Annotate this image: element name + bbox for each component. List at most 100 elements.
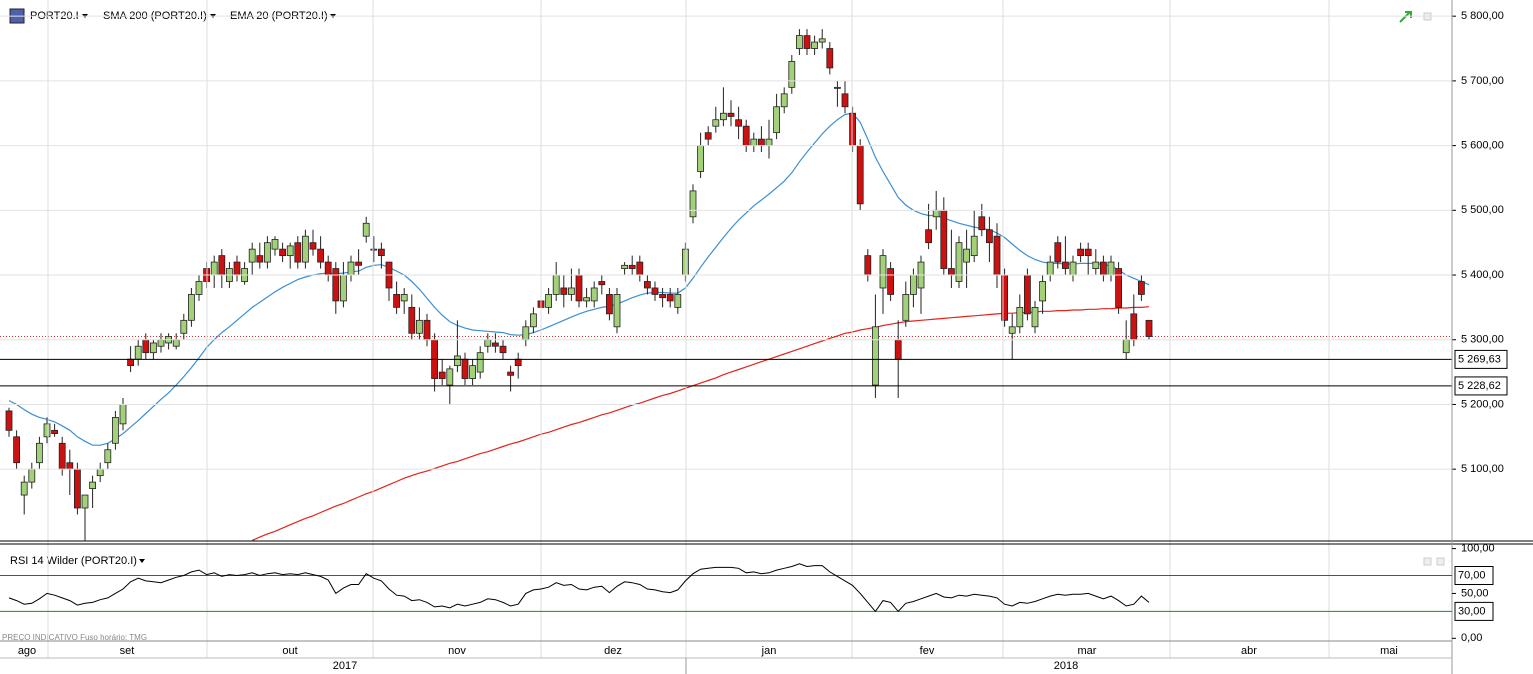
panel-button[interactable] xyxy=(1436,557,1445,566)
candle-body xyxy=(720,112,727,121)
candle-body xyxy=(856,145,864,205)
candle-body xyxy=(849,112,856,147)
candle-body xyxy=(195,281,203,295)
candle-body xyxy=(1122,339,1130,354)
month-label: jan xyxy=(761,645,777,657)
candle-body xyxy=(324,261,332,276)
candle-body xyxy=(545,294,552,308)
candle-body xyxy=(742,125,750,147)
candle-body xyxy=(986,229,993,244)
year-label: 2018 xyxy=(1054,660,1078,672)
candle-body xyxy=(796,35,803,49)
candle-body xyxy=(932,209,940,218)
month-label: mar xyxy=(1078,645,1097,657)
level-label: 5 269,63 xyxy=(1458,353,1501,365)
candle-body xyxy=(1107,261,1115,276)
y-tick-label: 5 300,00 xyxy=(1461,334,1504,346)
candle-body xyxy=(476,352,484,373)
candle-body xyxy=(355,261,363,266)
candle-body xyxy=(765,138,773,147)
candle-body xyxy=(377,248,385,257)
candle-body xyxy=(993,235,1001,276)
candle-body xyxy=(332,268,340,302)
y-tick-label: 50,00 xyxy=(1461,587,1489,599)
candle-body xyxy=(697,145,704,172)
candle-body xyxy=(1115,268,1122,308)
candle-body xyxy=(552,274,560,295)
candle-body xyxy=(568,287,575,295)
candle-body xyxy=(1024,274,1031,315)
candle-body xyxy=(438,371,446,379)
month-label: mai xyxy=(1380,645,1398,657)
candle-body xyxy=(1008,326,1016,334)
candle-body xyxy=(689,190,697,218)
candle-body xyxy=(955,242,963,282)
candle-body xyxy=(894,339,902,360)
candle-body xyxy=(704,132,712,140)
candle-body xyxy=(294,242,302,263)
y-tick-label: 5 700,00 xyxy=(1461,75,1504,87)
dropdown-arrow[interactable] xyxy=(139,559,145,563)
level-box xyxy=(1454,349,1508,369)
candle-body xyxy=(28,468,36,483)
candle-body xyxy=(469,365,477,379)
level-label: 5 228,62 xyxy=(1458,380,1501,392)
candle-body xyxy=(446,368,454,386)
candle-body xyxy=(279,248,287,257)
y-tick-label: 5 500,00 xyxy=(1461,204,1504,216)
y-tick-label: 100,00 xyxy=(1461,542,1495,554)
candle-body xyxy=(81,494,89,509)
candle-body xyxy=(872,326,879,386)
candle-body xyxy=(286,245,294,257)
y-tick-label: 5 200,00 xyxy=(1461,398,1504,410)
candle-body xyxy=(925,229,932,244)
candle-body xyxy=(522,326,530,341)
candle-body xyxy=(423,319,431,341)
candle-body xyxy=(36,442,43,464)
candle-body xyxy=(750,138,758,147)
candle-body xyxy=(89,481,96,489)
candle-body xyxy=(1130,313,1138,341)
candle-body xyxy=(826,48,834,69)
y-tick-label: 5 100,00 xyxy=(1461,463,1504,475)
candle-body xyxy=(271,239,279,250)
candle-body xyxy=(628,264,636,269)
candle-body xyxy=(948,268,955,276)
footnote: PREÇO INDICATIVO Fuso horário: TMG xyxy=(2,633,147,642)
candle-body xyxy=(142,339,150,354)
candle-body xyxy=(621,264,628,269)
month-label: set xyxy=(120,645,135,657)
candle-body xyxy=(484,339,492,347)
candle-body xyxy=(20,481,28,496)
candle-body xyxy=(43,423,51,438)
candle-body xyxy=(119,404,127,425)
candle-body xyxy=(780,93,788,108)
candle-body xyxy=(1054,242,1062,263)
candle-body xyxy=(210,261,218,276)
month-label: fev xyxy=(920,645,935,657)
candle-body xyxy=(598,281,606,286)
candle-body xyxy=(636,261,644,276)
candle-body xyxy=(1077,248,1084,257)
price-panel xyxy=(0,29,1452,541)
panel-button[interactable] xyxy=(1423,557,1432,566)
candle-body xyxy=(963,248,970,263)
candle-body xyxy=(940,209,948,269)
candle-body xyxy=(301,235,309,263)
candle-body xyxy=(530,313,537,328)
candle-body xyxy=(5,410,13,431)
candle-body xyxy=(818,38,826,43)
y-tick-label: 5 400,00 xyxy=(1461,269,1504,281)
candle-body xyxy=(659,294,666,299)
candle-body xyxy=(491,342,499,347)
candle-body xyxy=(1062,261,1069,269)
candle-body xyxy=(453,355,461,367)
candle-body xyxy=(233,261,241,276)
candle-body xyxy=(1039,281,1046,302)
candle-body xyxy=(666,294,674,302)
rsi-label[interactable]: RSI 14 Wilder (PORT20.I) xyxy=(10,555,137,567)
candle-body xyxy=(644,281,651,289)
y-tick-label: 5 600,00 xyxy=(1461,140,1504,152)
candle-body xyxy=(970,235,978,257)
